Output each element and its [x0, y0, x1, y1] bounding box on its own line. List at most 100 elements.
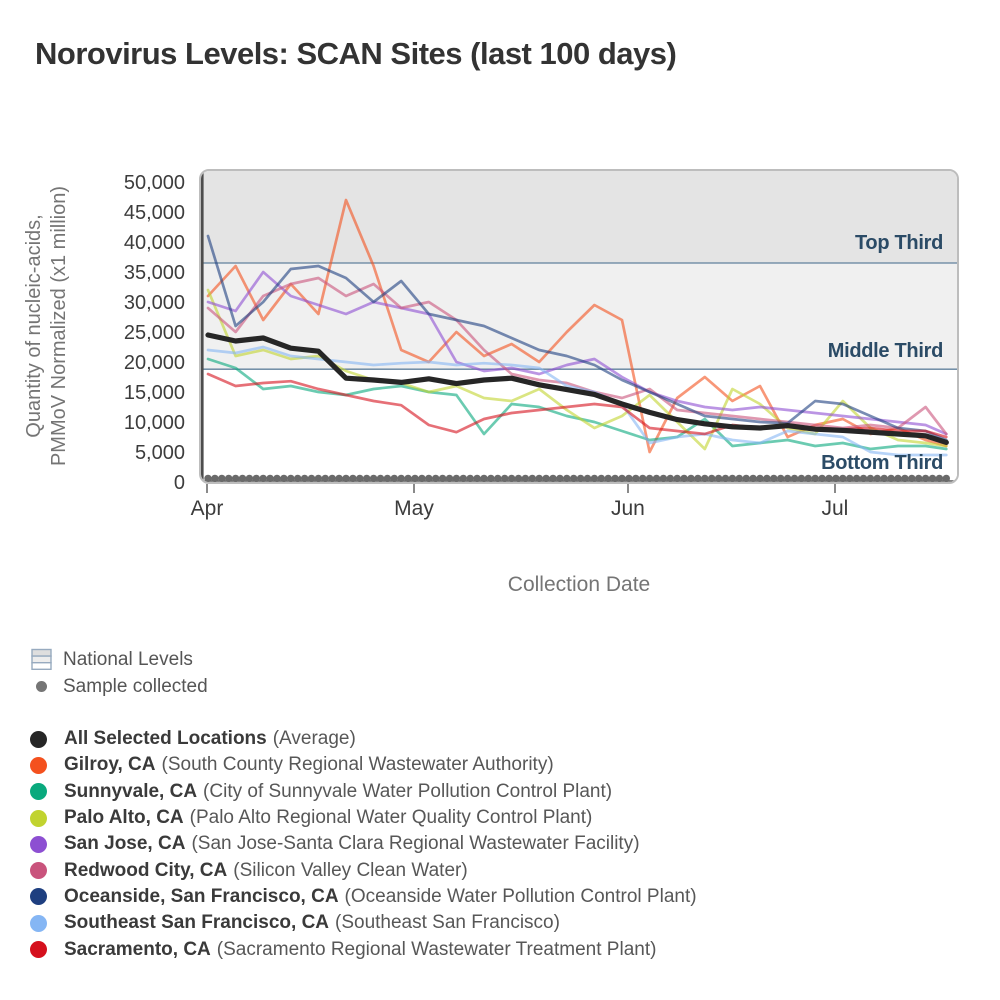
legend-location-row-palo-alto-ca[interactable]: Palo Alto, CA (Palo Alto Regional Water Q… — [30, 805, 697, 831]
sample-collected-dot — [231, 474, 240, 482]
series-line-redwood-city-ca[interactable] — [206, 276, 948, 436]
sample-collected-dot — [632, 474, 640, 482]
sample-collected-dot — [894, 474, 902, 482]
sample-collected-dot — [397, 474, 405, 482]
sample-collected-dot — [604, 474, 612, 482]
sample-collected-dot — [887, 474, 895, 482]
legend-location-row-southeast-san-francisco-ca[interactable]: Southeast San Francisco, CA (Southeast Sa… — [30, 910, 697, 936]
sample-collected-dot — [252, 474, 260, 482]
location-color-dot — [30, 862, 47, 880]
y-tick-label: 30,000 — [123, 292, 185, 314]
sample-collected-dot — [749, 474, 757, 482]
sample-collected-dot — [701, 474, 709, 482]
sample-collected-dot — [473, 474, 481, 482]
location-description: (Southeast San Francisco) — [335, 912, 560, 934]
legend-location-row-sunnyvale-ca[interactable]: Sunnyvale, CA (City of Sunnyvale Water Po… — [30, 779, 697, 805]
sample-collected-dot — [921, 474, 930, 482]
y-tick-label: 25,000 — [123, 322, 185, 344]
x-axis-title: Collection Date — [507, 573, 651, 596]
x-tick-mark — [833, 484, 836, 493]
sample-collected-dot — [466, 474, 474, 482]
sample-collected-dot — [790, 474, 799, 482]
location-name: Redwood City, CA — [64, 859, 228, 881]
sample-collected-dot — [935, 474, 944, 482]
sample-collected-dot — [432, 474, 440, 482]
y-axis-title: Quantity of nucleic-acids, PMMoV Normali… — [22, 186, 72, 466]
sample-collected-dot — [859, 474, 868, 482]
sample-collected-dot — [846, 474, 854, 482]
legend-location-row-san-jose-ca[interactable]: San Jose, CA (San Jose-Santa Clara Region… — [30, 831, 697, 857]
location-name: Southeast San Francisco, CA — [64, 912, 330, 934]
sample-collected-dot — [901, 474, 909, 482]
y-tick-label: 45,000 — [123, 202, 185, 224]
sample-collected-label: Sample collected — [63, 675, 208, 697]
sample-collected-dot — [356, 474, 364, 482]
sample-collected-dot — [307, 474, 316, 482]
sample-collected-dot — [811, 474, 819, 482]
sample-collected-dot — [908, 474, 916, 482]
sample-collected-dot — [363, 474, 371, 482]
sample-collected-dot-icon — [30, 681, 52, 692]
sample-collected-dot — [383, 474, 392, 482]
band-label-bottom-third: Bottom Third — [821, 452, 943, 474]
series-line-all-selected-locations[interactable] — [205, 332, 949, 445]
sample-collected-dot — [563, 474, 571, 482]
sample-collected-dot — [459, 474, 467, 482]
sample-collected-dot — [411, 474, 419, 482]
sample-collected-dot — [259, 474, 267, 482]
x-tick-label-jul: Jul — [821, 497, 849, 520]
sample-collected-dot — [321, 474, 329, 482]
legend-location-row-redwood-city-ca[interactable]: Redwood City, CA (Silicon Valley Clean Wa… — [30, 857, 697, 883]
sample-collected-dot — [728, 474, 737, 482]
sample-collected-dot — [556, 474, 564, 482]
sample-collected-dot — [590, 474, 599, 482]
series-line-southeast-san-francisco-ca[interactable] — [206, 345, 948, 457]
location-color-dot — [30, 730, 47, 748]
series-line-oceanside-san-francisco-ca[interactable] — [206, 234, 948, 442]
sample-collected-dot — [742, 474, 750, 482]
legend-location-row-oceanside-san-francisco-ca[interactable]: Oceanside, San Francisco, CA (Oceanside W… — [30, 884, 697, 910]
sample-collected-dot — [866, 474, 875, 482]
location-description: (City of Sunnyvale Water Pollution Contr… — [203, 780, 613, 802]
sample-collected-dot — [542, 474, 550, 482]
band-label-middle-third: Middle Third — [828, 340, 943, 362]
x-tick-mark — [626, 484, 629, 493]
legend-location-row-sacramento-ca[interactable]: Sacramento, CA (Sacramento Regional Waste… — [30, 936, 697, 962]
series-line-gilroy-ca[interactable] — [206, 198, 948, 454]
sample-collected-dot — [445, 474, 454, 482]
sample-collected-dot — [777, 474, 785, 482]
location-description: (Sacramento Regional Wastewater Treatmen… — [216, 938, 657, 960]
page-title: Norovirus Levels: SCAN Sites (last 100 d… — [35, 36, 677, 71]
plot-area[interactable]: Top Third Middle Third Bottom Third — [199, 169, 959, 484]
location-color-dot — [30, 914, 47, 932]
location-name: Palo Alto, CA — [64, 807, 184, 829]
location-name: Sunnyvale, CA — [64, 780, 198, 802]
sample-collected-dot — [928, 474, 937, 482]
sample-collected-dot — [639, 474, 647, 482]
legend-location-row-gilroy-ca[interactable]: Gilroy, CA (South County Regional Wastewa… — [30, 752, 697, 778]
sample-collected-dot — [873, 474, 881, 482]
sample-collected-legend-row: Sample collected — [30, 673, 208, 700]
sample-collected-dot — [673, 474, 681, 482]
sample-collected-dot — [832, 474, 840, 482]
series-line-san-jose-ca[interactable] — [206, 270, 948, 436]
sample-collected-dot — [597, 474, 605, 482]
sample-collected-dot — [570, 474, 578, 482]
location-description: (San Jose-Santa Clara Regional Wastewate… — [191, 833, 640, 855]
sample-collected-dot — [763, 474, 771, 482]
sample-collected-dot — [528, 474, 536, 482]
sample-collected-dot — [804, 474, 812, 482]
sample-collected-dot — [818, 474, 826, 482]
location-description: (South County Regional Wastewater Author… — [161, 754, 554, 776]
legend-location-row-all-selected-locations[interactable]: All Selected Locations (Average) — [30, 726, 697, 752]
sample-collected-dot — [714, 474, 723, 482]
x-tick-label-apr: Apr — [190, 497, 224, 520]
sample-collected-dot — [839, 474, 847, 482]
norovirus-line-chart[interactable]: Top Third Middle Third Bottom Third — [201, 171, 957, 482]
locations-legend: All Selected Locations (Average) Gilroy, C… — [30, 726, 697, 963]
sample-collected-dot — [390, 474, 398, 482]
sample-collected-dot — [514, 474, 523, 482]
sample-collected-dot — [576, 474, 585, 482]
location-color-dot — [30, 809, 47, 827]
sample-collected-dot — [425, 474, 433, 482]
